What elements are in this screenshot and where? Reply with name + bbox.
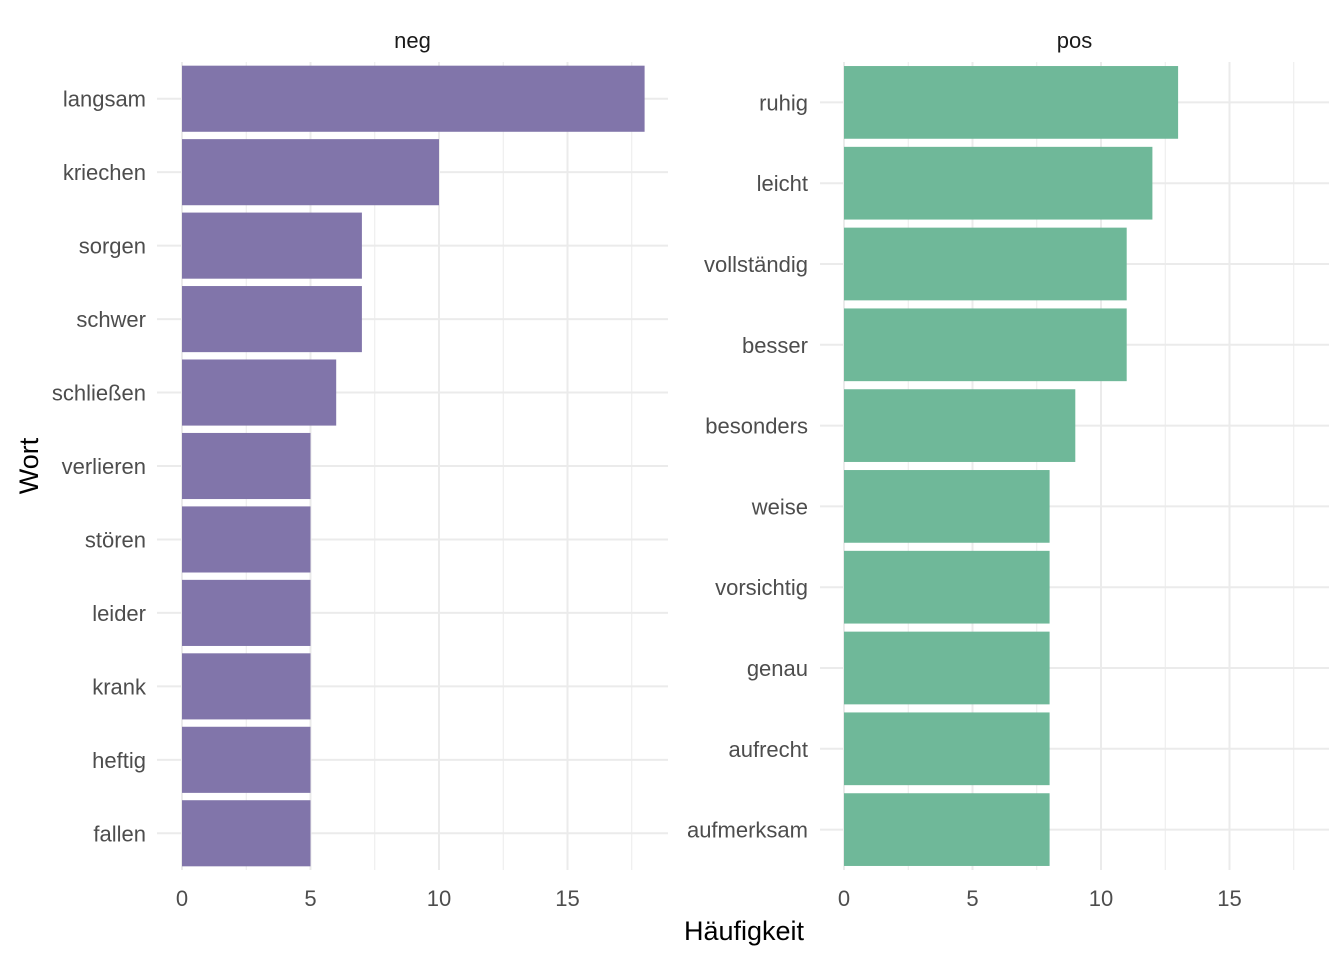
category-label: vorsichtig [715, 575, 808, 600]
category-label: verlieren [62, 454, 146, 479]
category-label: genau [747, 656, 808, 681]
category-label: aufrecht [729, 737, 809, 762]
bar-neg-2 [182, 212, 362, 279]
bar-neg-1 [182, 139, 439, 206]
bar-neg-4 [182, 359, 337, 426]
bar-neg-3 [182, 286, 362, 353]
x-tick-label: 5 [304, 886, 316, 911]
category-label: schließen [52, 381, 146, 406]
x-tick-label: 15 [555, 886, 579, 911]
facet-title-pos: pos [1057, 28, 1092, 53]
category-label: sorgen [79, 234, 146, 259]
bar-neg-10 [182, 800, 311, 867]
x-tick-label: 0 [838, 886, 850, 911]
bar-pos-5 [844, 470, 1050, 543]
bar-neg-7 [182, 579, 311, 646]
category-label: stören [85, 527, 146, 552]
bar-neg-6 [182, 506, 311, 573]
y-axis-title: Wort [14, 437, 44, 494]
label-layer: neg langsam kriechen sorgen schwer schließen v… [52, 28, 1242, 911]
category-label: aufmerksam [687, 818, 808, 843]
bar-pos-3 [844, 308, 1127, 382]
bar-pos-7 [844, 631, 1050, 705]
bar-pos-6 [844, 550, 1050, 624]
category-label: krank [92, 674, 147, 699]
category-label: leider [92, 601, 146, 626]
x-tick-label: 15 [1217, 886, 1241, 911]
bar-neg-9 [182, 726, 311, 793]
bar-neg-8 [182, 653, 311, 720]
category-label: leicht [757, 171, 808, 196]
category-label: besonders [705, 414, 808, 439]
bar-neg-5 [182, 432, 311, 500]
x-tick-label: 10 [1089, 886, 1113, 911]
x-tick-label: 0 [176, 886, 188, 911]
bar-pos-8 [844, 712, 1050, 786]
category-label: weise [751, 494, 808, 519]
bar-pos-9 [844, 793, 1050, 866]
bar-pos-4 [844, 389, 1076, 462]
category-label: schwer [76, 307, 146, 332]
category-label: vollständig [704, 252, 808, 277]
category-label: ruhig [759, 90, 808, 115]
category-label: langsam [63, 87, 146, 112]
bar-layer [182, 65, 1179, 867]
x-tick-label: 5 [966, 886, 978, 911]
x-tick-label: 10 [427, 886, 451, 911]
category-label: heftig [92, 748, 146, 773]
bar-neg-0 [182, 65, 645, 132]
bar-pos-1 [844, 146, 1153, 220]
facet-title-neg: neg [394, 28, 431, 53]
bar-pos-2 [844, 227, 1127, 301]
bar-pos-0 [844, 66, 1179, 139]
category-label: kriechen [63, 160, 146, 185]
category-label: fallen [93, 821, 146, 846]
x-axis-title: Häufigkeit [684, 916, 805, 946]
category-label: besser [742, 333, 808, 358]
